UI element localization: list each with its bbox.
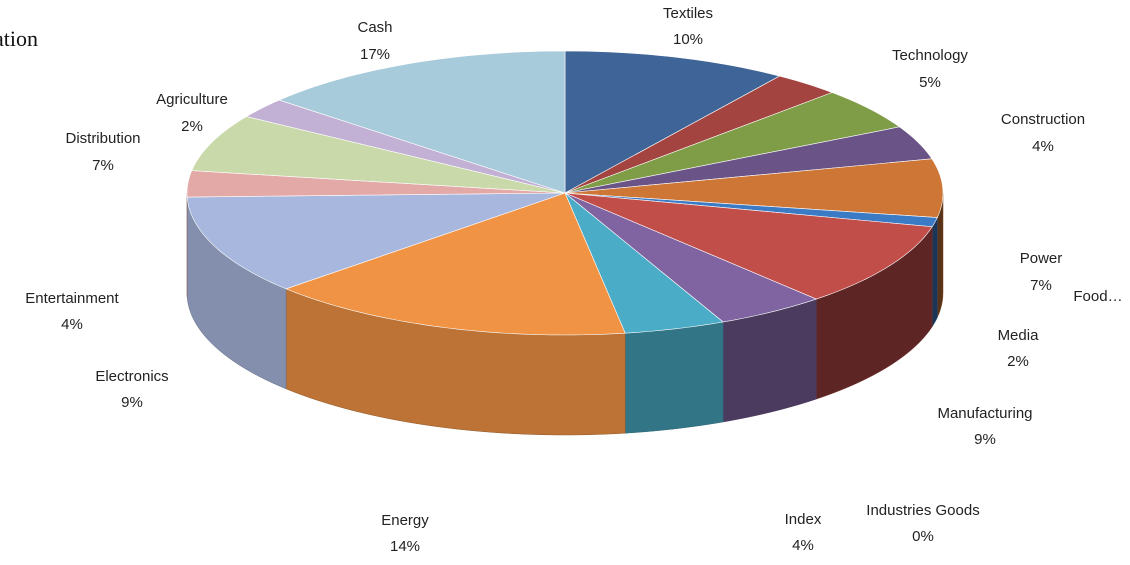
slice-label-name: Entertainment: [25, 290, 119, 307]
slice-label-name: Distribution: [65, 130, 140, 147]
slice-label-name: Cash: [357, 19, 392, 36]
slice-label-name: Food…: [1073, 288, 1122, 305]
slice-label-value: 7%: [1030, 277, 1052, 294]
slice-label-value: 7%: [92, 157, 114, 174]
slice-label-value: 9%: [121, 394, 143, 411]
slice-label-name: Media: [998, 327, 1040, 344]
slice-label-name: Electronics: [95, 368, 168, 385]
slice-label-name: Construction: [1001, 111, 1085, 128]
slice-label-name: Textiles: [663, 5, 713, 22]
slice-label-value: 17%: [360, 46, 390, 63]
slice-label-value: 4%: [792, 537, 814, 554]
slice-label-value: 4%: [1032, 138, 1054, 155]
pie-slice-side: [625, 322, 723, 433]
slice-label-value: 14%: [390, 538, 420, 555]
slice-label-value: 2%: [1007, 353, 1029, 370]
slice-label-name: Index: [785, 511, 822, 528]
pie-top-faces: [187, 51, 943, 335]
slice-label-name: Agriculture: [156, 91, 228, 108]
slice-label-value: 2%: [181, 118, 203, 135]
slice-label-name: Energy: [381, 512, 429, 529]
slice-label-value: 5%: [919, 74, 941, 91]
slice-label-name: Industries Goods: [866, 502, 979, 519]
slice-label-name: Manufacturing: [937, 405, 1032, 422]
slice-label-value: 10%: [673, 31, 703, 48]
slice-label-name: Power: [1020, 250, 1063, 267]
slice-label-value: 4%: [61, 316, 83, 333]
slice-label-name: Technology: [892, 47, 968, 64]
slice-label-value: 9%: [974, 431, 996, 448]
chart-title-fragment: ation: [0, 26, 38, 52]
slice-label-value: 0%: [912, 528, 934, 545]
pie-slice-side: [932, 218, 937, 327]
